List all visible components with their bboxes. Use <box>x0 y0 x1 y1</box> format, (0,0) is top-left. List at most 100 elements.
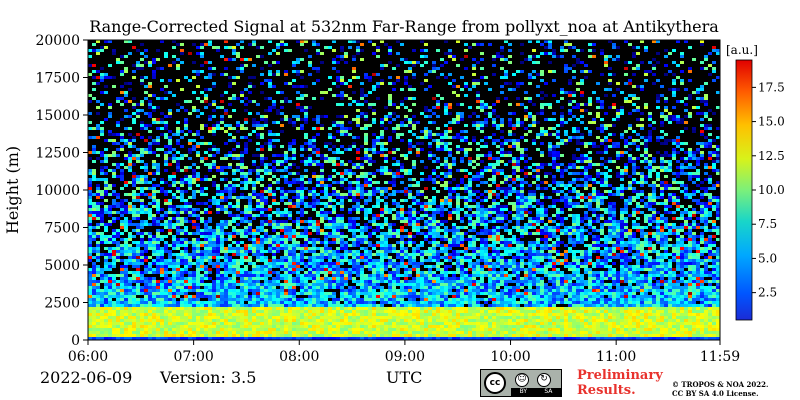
heatmap-cell <box>264 229 268 232</box>
heatmap-cell <box>136 271 140 274</box>
heatmap-cell <box>192 208 196 211</box>
heatmap-cell <box>416 328 420 331</box>
heatmap-cell <box>92 169 96 172</box>
heatmap-cell <box>220 319 224 322</box>
heatmap-cell <box>196 154 200 157</box>
heatmap-cell <box>252 184 256 187</box>
heatmap-cell <box>324 160 328 163</box>
heatmap-cell <box>372 307 376 310</box>
heatmap-cell <box>356 103 360 106</box>
heatmap-cell <box>196 316 200 319</box>
heatmap-cell <box>420 322 424 325</box>
heatmap-cell <box>128 325 132 328</box>
heatmap-cell <box>420 256 424 259</box>
heatmap-cell <box>92 334 96 337</box>
heatmap-cell <box>220 328 224 331</box>
heatmap-cell <box>296 178 300 181</box>
heatmap-cell <box>104 238 108 241</box>
heatmap-cell <box>192 307 196 310</box>
heatmap-cell <box>100 73 104 76</box>
heatmap-cell <box>132 139 136 142</box>
heatmap-cell <box>276 277 280 280</box>
heatmap-cell <box>360 307 364 310</box>
heatmap-cell <box>260 334 264 337</box>
heatmap-cell <box>268 178 272 181</box>
heatmap-cell <box>104 310 108 313</box>
heatmap-cell <box>148 256 152 259</box>
heatmap-cell <box>124 193 128 196</box>
heatmap-cell <box>204 301 208 304</box>
heatmap-cell <box>348 40 352 43</box>
heatmap-cell <box>328 184 332 187</box>
heatmap-cell <box>260 292 264 295</box>
heatmap-cell <box>224 313 228 316</box>
heatmap-cell <box>92 328 96 331</box>
heatmap-cell <box>284 304 288 307</box>
heatmap-cell <box>356 283 360 286</box>
heatmap-cell <box>268 214 272 217</box>
heatmap-cell <box>324 232 328 235</box>
heatmap-cell <box>296 283 300 286</box>
heatmap-cell <box>404 82 408 85</box>
heatmap-cell <box>412 61 416 64</box>
heatmap-cell <box>388 193 392 196</box>
heatmap-cell <box>256 304 260 307</box>
heatmap-cell <box>200 91 204 94</box>
heatmap-cell <box>160 67 164 70</box>
heatmap-cell <box>352 265 356 268</box>
heatmap-cell <box>228 316 232 319</box>
heatmap-cell <box>324 223 328 226</box>
heatmap-cell <box>356 121 360 124</box>
heatmap-cell <box>212 307 216 310</box>
heatmap-cell <box>124 277 128 280</box>
heatmap-cell <box>248 289 252 292</box>
heatmap-cell <box>348 277 352 280</box>
heatmap-cell <box>100 211 104 214</box>
heatmap-cell <box>120 292 124 295</box>
heatmap-cell <box>172 40 176 43</box>
heatmap-cell <box>192 313 196 316</box>
heatmap-cell <box>368 196 372 199</box>
heatmap-cell <box>292 70 296 73</box>
heatmap-cell <box>352 40 356 43</box>
heatmap-cell <box>136 109 140 112</box>
heatmap-cell <box>420 304 424 307</box>
heatmap-cell <box>284 223 288 226</box>
heatmap-cell <box>268 208 272 211</box>
heatmap-cell <box>348 325 352 328</box>
heatmap-cell <box>100 133 104 136</box>
heatmap-cell <box>420 82 424 85</box>
heatmap-cell <box>160 148 164 151</box>
heatmap-cell <box>104 178 108 181</box>
heatmap-cell <box>196 130 200 133</box>
heatmap-cell <box>248 325 252 328</box>
heatmap-cell <box>308 55 312 58</box>
heatmap-cell <box>156 328 160 331</box>
heatmap-cell <box>128 157 132 160</box>
heatmap-cell <box>368 259 372 262</box>
heatmap-cell <box>400 208 404 211</box>
heatmap-cell <box>384 256 388 259</box>
heatmap-cell <box>400 103 404 106</box>
heatmap-cell <box>320 91 324 94</box>
heatmap-cell <box>392 184 396 187</box>
heatmap-cell <box>180 190 184 193</box>
heatmap-cell <box>372 205 376 208</box>
heatmap-cell <box>312 283 316 286</box>
heatmap-cell <box>280 319 284 322</box>
heatmap-cell <box>164 55 168 58</box>
heatmap-cell <box>304 280 308 283</box>
heatmap-cell <box>108 277 112 280</box>
heatmap-cell <box>356 109 360 112</box>
heatmap-cell <box>380 241 384 244</box>
heatmap-cell <box>204 100 208 103</box>
heatmap-cell <box>120 271 124 274</box>
heatmap-cell <box>416 142 420 145</box>
heatmap-cell <box>368 337 372 340</box>
heatmap-cell <box>356 229 360 232</box>
heatmap-cell <box>144 268 148 271</box>
heatmap-cell <box>308 178 312 181</box>
heatmap-cell <box>244 226 248 229</box>
heatmap-cell <box>328 88 332 91</box>
heatmap-cell <box>184 190 188 193</box>
